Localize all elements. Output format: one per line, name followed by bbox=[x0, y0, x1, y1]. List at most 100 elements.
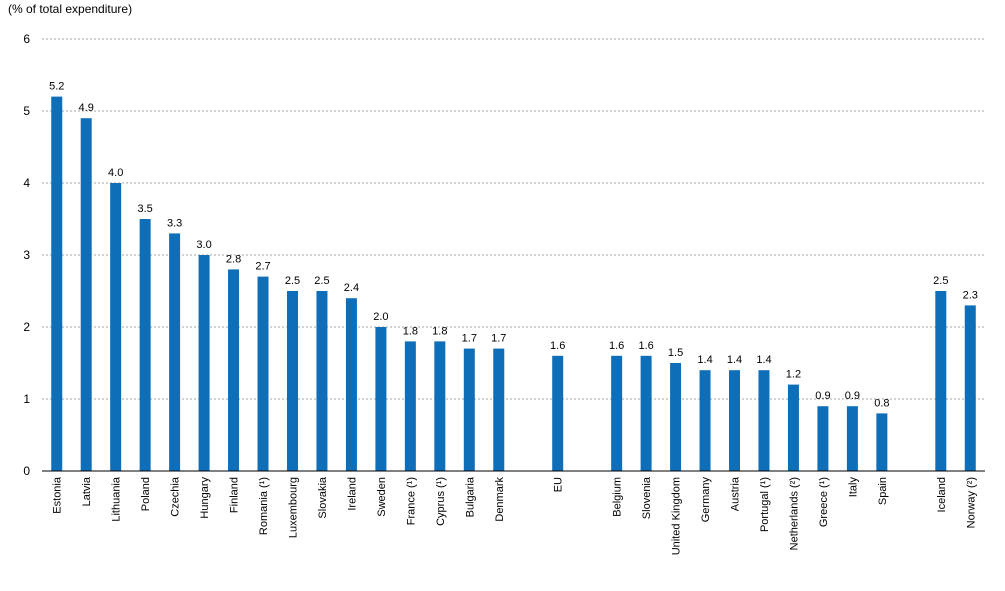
value-label: 3.0 bbox=[196, 239, 211, 251]
value-label: 0.9 bbox=[815, 390, 830, 402]
bar bbox=[257, 276, 269, 471]
category-label: Germany bbox=[700, 477, 712, 523]
category-label: Poland bbox=[140, 477, 152, 511]
y-tick-label: 2 bbox=[23, 320, 30, 334]
value-label: 4.9 bbox=[79, 102, 94, 114]
bar bbox=[286, 291, 298, 471]
value-label: 1.8 bbox=[403, 325, 418, 337]
category-label: Sweden bbox=[376, 477, 388, 517]
category-label: Denmark bbox=[494, 477, 506, 522]
value-labels: 5.2 4.9 4.0 3.5 3.3 3.0 2.8 2.7 2.5 2.5 2.4 2.0 1.8 1… bbox=[49, 81, 978, 410]
y-tick-label: 1 bbox=[23, 392, 30, 406]
value-label: 1.2 bbox=[786, 369, 801, 381]
value-label: 4.0 bbox=[108, 167, 123, 179]
value-label: 0.9 bbox=[845, 390, 860, 402]
value-label: 5.2 bbox=[49, 81, 64, 93]
y-tick-label: 4 bbox=[23, 176, 30, 190]
bar bbox=[228, 269, 240, 471]
value-label: 2.7 bbox=[255, 261, 270, 273]
category-label: Hungary bbox=[199, 477, 211, 519]
category-label: Norway (²) bbox=[965, 477, 977, 528]
bar bbox=[434, 341, 446, 471]
value-label: 2.5 bbox=[933, 275, 948, 287]
bar bbox=[198, 255, 210, 471]
category-label: Portugal (¹) bbox=[759, 477, 771, 532]
bar bbox=[846, 406, 858, 471]
value-label: 1.5 bbox=[668, 347, 683, 359]
category-labels: Estonia Latvia Lithuania Poland Czechia Hunga… bbox=[52, 476, 978, 555]
bar bbox=[787, 384, 799, 471]
category-label: Lithuania bbox=[111, 476, 123, 522]
value-label: 1.4 bbox=[727, 354, 742, 366]
value-label: 3.3 bbox=[167, 217, 182, 229]
bar bbox=[51, 96, 63, 471]
category-label: Italy bbox=[847, 477, 859, 498]
gridlines bbox=[42, 38, 985, 400]
bar bbox=[699, 370, 711, 471]
category-label: Finland bbox=[229, 477, 241, 513]
bar bbox=[935, 291, 947, 471]
value-label: 2.3 bbox=[963, 289, 978, 301]
category-label: Austria bbox=[730, 476, 742, 511]
value-label: 1.6 bbox=[638, 340, 653, 352]
bar bbox=[758, 370, 770, 471]
value-label: 1.4 bbox=[697, 354, 712, 366]
category-label: Spain bbox=[877, 477, 889, 505]
bar bbox=[964, 305, 976, 471]
bar bbox=[729, 370, 741, 471]
y-tick-label: 5 bbox=[23, 104, 30, 118]
category-label: Greece (¹) bbox=[818, 477, 830, 527]
bar bbox=[611, 355, 623, 471]
value-label: 1.6 bbox=[609, 340, 624, 352]
y-tick-label: 6 bbox=[23, 32, 30, 46]
bar bbox=[139, 219, 151, 471]
category-label: Czechia bbox=[170, 476, 182, 517]
value-label: 0.8 bbox=[874, 397, 889, 409]
bar bbox=[110, 183, 122, 471]
category-label: Iceland bbox=[936, 477, 948, 512]
category-label: Romania (¹) bbox=[258, 477, 270, 535]
category-label: Luxembourg bbox=[287, 477, 299, 538]
value-label: 2.0 bbox=[373, 311, 388, 323]
y-axis-ticks: 0 1 2 3 4 5 6 bbox=[23, 32, 30, 478]
value-label: 1.4 bbox=[756, 354, 771, 366]
category-label: Netherlands (²) bbox=[788, 477, 800, 550]
value-label: 2.8 bbox=[226, 253, 241, 265]
category-label: United Kingdom bbox=[671, 477, 683, 555]
category-label: Belgium bbox=[612, 477, 624, 517]
category-label: France (¹) bbox=[405, 477, 417, 525]
y-tick-label: 3 bbox=[23, 248, 30, 262]
bar bbox=[80, 118, 92, 471]
bar bbox=[493, 348, 505, 471]
category-label: EU bbox=[553, 477, 565, 492]
bar bbox=[640, 355, 652, 471]
bar bbox=[670, 363, 682, 471]
category-label: Cyprus (¹) bbox=[435, 477, 447, 526]
bar bbox=[316, 291, 328, 471]
bar bbox=[876, 413, 888, 471]
y-axis-unit-label: (% of total expenditure) bbox=[8, 2, 133, 16]
category-label: Slovenia bbox=[641, 476, 653, 519]
value-label: 1.7 bbox=[462, 333, 477, 345]
value-label: 1.7 bbox=[491, 333, 506, 345]
category-label: Latvia bbox=[81, 476, 93, 506]
bar bbox=[463, 348, 475, 471]
bar bbox=[552, 355, 564, 471]
value-label: 3.5 bbox=[137, 203, 152, 215]
category-label: Ireland bbox=[346, 477, 358, 511]
value-label: 1.8 bbox=[432, 325, 447, 337]
value-label: 2.4 bbox=[344, 282, 359, 294]
bar bbox=[817, 406, 829, 471]
value-label: 2.5 bbox=[314, 275, 329, 287]
bars bbox=[51, 96, 976, 471]
value-label: 1.6 bbox=[550, 340, 565, 352]
value-label: 2.5 bbox=[285, 275, 300, 287]
bar bbox=[375, 327, 387, 471]
bar bbox=[345, 298, 357, 471]
category-label: Estonia bbox=[52, 476, 64, 514]
category-label: Slovakia bbox=[317, 476, 329, 518]
bar bbox=[404, 341, 416, 471]
y-tick-label: 0 bbox=[23, 464, 30, 478]
category-label: Bulgaria bbox=[464, 476, 476, 517]
